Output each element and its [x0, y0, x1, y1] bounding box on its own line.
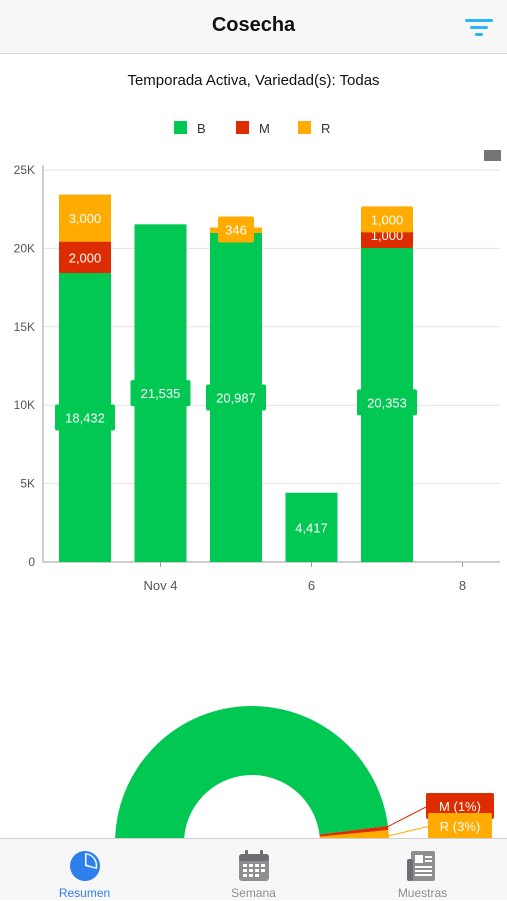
legend-label-M: M: [259, 121, 270, 136]
data-label-R: 346: [225, 222, 247, 237]
data-label-bg: [130, 380, 191, 407]
data-label-bg: [55, 404, 115, 431]
data-label-B: 18,432: [65, 410, 105, 425]
data-label-R: 1,000: [371, 212, 404, 227]
callout-label-R: R (3%): [440, 819, 480, 834]
x-tick-label: 8: [459, 578, 466, 593]
newspaper-icon: [407, 851, 435, 881]
donut-slice-R: [319, 830, 389, 838]
page-title: Cosecha: [211, 14, 296, 36]
callout-label-bg: [428, 813, 492, 838]
tab-resumen[interactable]: Resumen: [0, 839, 169, 901]
tab-label: Resumen: [58, 886, 111, 900]
pie-chart-icon: [70, 851, 100, 881]
data-label-bg: [361, 206, 413, 233]
app-header: Cosecha: [0, 0, 507, 54]
data-label-bg: [59, 244, 111, 271]
x-tick-label: Nov 4: [144, 578, 178, 593]
calendar-icon: [239, 850, 269, 881]
y-tick-label: 15K: [14, 320, 35, 334]
y-tick-label: 25K: [14, 163, 35, 177]
legend-label-R: R: [321, 121, 330, 136]
callout-label-M: M (1%): [439, 799, 481, 814]
donut-chart: M (1%) R (3%): [115, 706, 494, 838]
y-tick-label: 5K: [20, 477, 35, 491]
data-label-bg: [357, 389, 417, 416]
tab-label: Muestras: [397, 886, 448, 900]
callout-line: [383, 805, 429, 829]
chart-menu-icon: [484, 150, 501, 161]
data-label-B: 21,535: [141, 386, 181, 401]
callout-line: [384, 825, 431, 838]
donut-slice-B: [115, 706, 388, 838]
data-label-B: 20,987: [216, 390, 256, 405]
x-tick-label: 6: [308, 578, 315, 593]
tab-bar: Resumen Semana Muestras: [0, 838, 507, 900]
data-label-B: 20,353: [367, 395, 407, 410]
y-tick-label: 0: [28, 555, 35, 569]
data-label-bg: [59, 205, 111, 232]
data-label-B: 4,417: [295, 520, 328, 535]
data-label-bg: [285, 514, 338, 541]
donut-slice-M: [319, 825, 389, 837]
filter-icon[interactable]: [463, 14, 495, 40]
data-label-bg: [206, 384, 266, 411]
data-label-bg: [218, 216, 254, 243]
data-label-M: 2,000: [69, 250, 102, 265]
tab-semana[interactable]: Semana: [169, 839, 338, 901]
data-label-R: 3,000: [69, 211, 102, 226]
tab-label: Semana: [231, 886, 276, 900]
y-tick-label: 20K: [14, 241, 35, 255]
chart-subtitle: Temporada Activa, Variedad(s): Todas: [127, 72, 380, 89]
callout-label-bg: [426, 793, 494, 819]
legend-swatch-R: [298, 121, 311, 134]
legend-swatch-B: [174, 121, 187, 134]
legend-label-B: B: [197, 121, 206, 136]
y-tick-label: 10K: [14, 398, 35, 412]
tab-muestras[interactable]: Muestras: [338, 839, 507, 901]
bar-chart: B M R 0 5K 10K 15K 20K 25K Nov 4 6 8 18,432 2,000 3,00…: [14, 121, 501, 593]
legend-swatch-M: [236, 121, 249, 134]
